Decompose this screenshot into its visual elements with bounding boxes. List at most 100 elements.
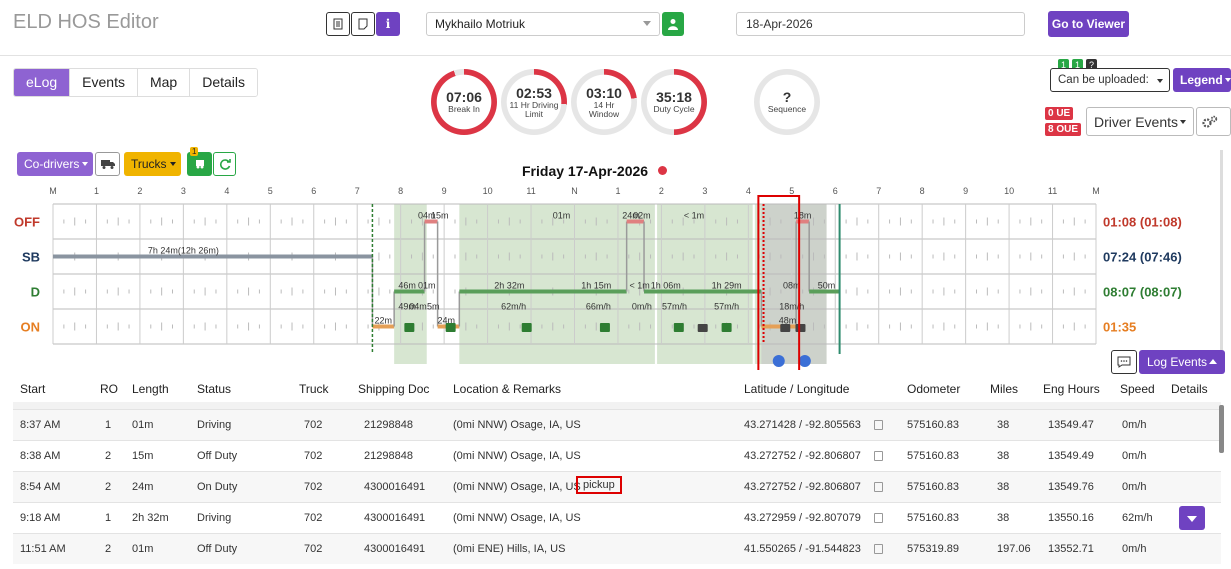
truck-status-button[interactable]: [187, 152, 212, 176]
driver-events-value: Driver Events: [1094, 113, 1179, 130]
tab-details[interactable]: Details: [190, 69, 257, 96]
cell-status: On Duty: [197, 481, 238, 493]
duration-label: 48m: [779, 316, 797, 326]
col-truck[interactable]: Truck: [299, 382, 329, 396]
table-row[interactable]: 8:38 AM 2 15m Off Duty 702 21298848 (0mi NNW) …: [13, 440, 1221, 471]
tab-map[interactable]: Map: [137, 69, 191, 96]
driver-marker-icon: [798, 355, 811, 367]
col-status[interactable]: Status: [197, 382, 232, 396]
note-icon[interactable]: [351, 12, 375, 36]
tab-elog[interactable]: eLog: [14, 69, 71, 96]
badge-truck-count: 1: [1072, 59, 1084, 71]
hour-tick-label: 7: [355, 186, 360, 196]
trucks-button[interactable]: Trucks: [124, 152, 181, 176]
col-eng-hours[interactable]: Eng Hours: [1043, 382, 1100, 396]
cell-odometer: 575160.83: [907, 419, 959, 431]
page-title: ELD HOS Editor: [13, 11, 159, 33]
codrivers-button[interactable]: Co-drivers: [17, 152, 93, 176]
duty-cycle-gauge: 35:18 Duty Cycle: [641, 69, 707, 135]
cell-shipping-doc: 4300016491: [364, 481, 426, 493]
duration-label: 57m/h: [714, 302, 739, 312]
log-events-button[interactable]: Log Events: [1139, 350, 1225, 374]
table-row[interactable]: 8:37 AM 1 01m Driving 702 21298848 (0mi NNW) O…: [13, 409, 1221, 440]
col-length[interactable]: Length: [132, 382, 169, 396]
date-input[interactable]: 18-Apr-2026: [736, 12, 1025, 36]
go-to-viewer-button[interactable]: Go to Viewer: [1048, 11, 1129, 37]
badge-driver-count: 1: [1058, 59, 1070, 71]
cell-speed: 0m/h: [1122, 450, 1147, 462]
hour-tick-label: 6: [311, 186, 316, 196]
truck-event-icon: [721, 323, 732, 332]
table-row[interactable]: 9:18 AM 1 2h 32m Driving 702 4300016491 (0mi N…: [13, 502, 1221, 533]
col-speed[interactable]: Speed: [1120, 382, 1155, 396]
table-row[interactable]: 8:54 AM 2 24m On Duty 702 4300016491 (0mi NNW)…: [13, 471, 1221, 502]
hour-tick-label: 11: [526, 186, 535, 196]
info-icon[interactable]: i: [376, 12, 400, 36]
col-latlng[interactable]: Latitude / Longitude: [744, 382, 850, 396]
cell-odometer: 575319.89: [907, 543, 959, 555]
expand-details-button[interactable]: [1179, 506, 1205, 530]
driver-select[interactable]: Mykhailo Motriuk: [426, 12, 660, 36]
hour-tick-label: 4: [746, 186, 751, 196]
table-header-divider: [13, 402, 1221, 409]
copy-icon[interactable]: [874, 420, 883, 430]
badge-unknown: ?: [1086, 59, 1098, 71]
comments-button[interactable]: [1111, 350, 1137, 374]
col-odometer[interactable]: Odometer: [907, 382, 961, 396]
hour-tick-label: 2: [659, 186, 664, 196]
cell-ro: 2: [105, 543, 112, 555]
duty-cycle-value: 35:18: [656, 89, 692, 105]
driver-events-select[interactable]: Driver Events: [1086, 107, 1194, 136]
cell-status: Driving: [197, 512, 232, 524]
upload-select[interactable]: Can be uploaded:: [1050, 68, 1170, 92]
copy-icon[interactable]: [874, 482, 883, 492]
document-icon[interactable]: [326, 12, 350, 36]
hour-tick-label: 9: [963, 186, 968, 196]
page-scrollbar[interactable]: [1220, 150, 1223, 350]
legend-button[interactable]: Legend: [1173, 68, 1231, 92]
col-ro[interactable]: RO: [100, 382, 118, 396]
table-row[interactable]: 11:51 AM 2 01m Off Duty 702 4300016491 (0mi EN…: [13, 533, 1221, 564]
table-scrollbar[interactable]: [1219, 405, 1224, 453]
copy-icon[interactable]: [874, 451, 883, 461]
hour-tick-label: N: [571, 186, 578, 196]
cell-start: 8:54 AM: [20, 481, 61, 493]
oue-badge: 8 OUE: [1045, 123, 1082, 136]
settings-button[interactable]: [1196, 107, 1231, 136]
driver-profile-button[interactable]: [662, 12, 684, 36]
col-start[interactable]: Start: [20, 382, 46, 396]
truck-view-button[interactable]: [95, 152, 120, 176]
cell-miles: 38: [997, 512, 1010, 524]
chevron-up-icon: [1209, 359, 1217, 364]
row-label-d: D: [31, 285, 40, 300]
copy-icon[interactable]: [874, 544, 883, 554]
driving-limit-gauge: 02:53 11 Hr Driving Limit: [501, 69, 567, 135]
camera-event-icon: [697, 324, 708, 332]
col-location[interactable]: Location & Remarks: [453, 382, 562, 396]
hos-graph[interactable]: M 1 2 3 4 5 6 7 8 9 10 11 N 1 2 3 4 5 6 7 8 9 10 11 M OFF 01:08 (0…: [0, 180, 1231, 370]
copy-icon[interactable]: [874, 513, 883, 523]
hour-tick-label: 1: [615, 186, 620, 196]
cell-length: 15m: [132, 450, 154, 462]
refresh-button[interactable]: [213, 152, 236, 176]
duration-label: 01m: [418, 281, 436, 291]
cell-ro: 1: [105, 512, 112, 524]
tab-events[interactable]: Events: [70, 69, 138, 96]
col-shipping-doc[interactable]: Shipping Doc: [358, 382, 430, 396]
cell-shipping-doc: 21298848: [364, 419, 413, 431]
camera-event-icon: [780, 324, 791, 332]
row-total-off: 01:08 (01:08): [1103, 215, 1182, 230]
cell-start: 9:18 AM: [20, 512, 61, 524]
col-details[interactable]: Details: [1171, 382, 1208, 396]
cell-status: Off Duty: [197, 450, 238, 462]
driving-period-shade: [394, 204, 427, 364]
cell-latlng: 43.272752 / -92.806807: [744, 481, 861, 493]
cell-length: 01m: [132, 543, 154, 555]
duration-label: 18m: [794, 211, 812, 221]
break-in-value: 07:06: [446, 89, 482, 105]
col-miles[interactable]: Miles: [990, 382, 1019, 396]
duration-label: 24m: [438, 316, 456, 326]
remark-badge: pickup: [576, 476, 622, 494]
truck-event-icon: [521, 323, 532, 332]
cell-latlng: 43.272959 / -92.807079: [744, 512, 861, 524]
